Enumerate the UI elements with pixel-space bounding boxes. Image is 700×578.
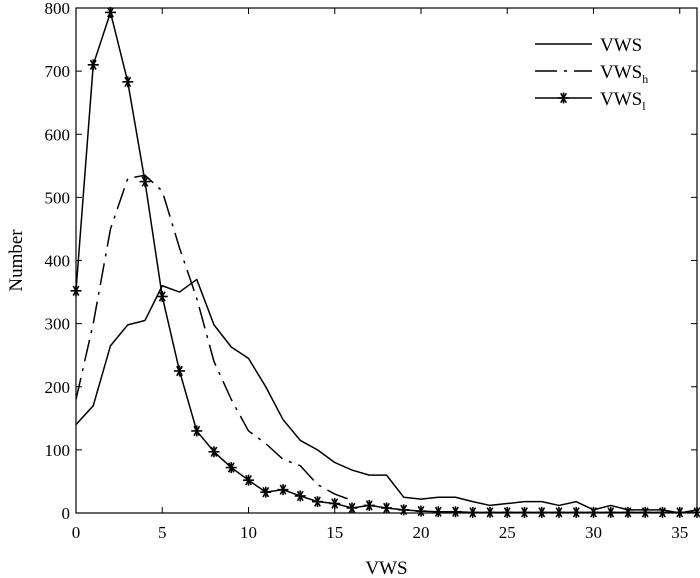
x-tick-label: 15 <box>326 523 343 542</box>
x-tick-label: 0 <box>72 523 81 542</box>
star-marker <box>363 499 375 511</box>
x-tick-label: 25 <box>499 523 516 542</box>
series-line-vws <box>75 278 698 514</box>
y-axis-label: Number <box>6 229 27 292</box>
y-tick-label: 500 <box>45 188 71 207</box>
legend-label: VWSl <box>600 89 646 113</box>
star-marker <box>536 506 548 518</box>
star-marker <box>553 506 565 518</box>
x-axis-label: VWS <box>365 558 407 578</box>
y-tick-label: 600 <box>45 125 71 144</box>
star-marker <box>657 506 668 518</box>
y-tick-label: 400 <box>45 252 71 271</box>
star-marker <box>381 502 392 514</box>
y-tick-label: 300 <box>45 315 71 334</box>
star-marker <box>639 506 651 518</box>
y-tick-label: 800 <box>45 0 71 18</box>
x-tick-label: 35 <box>671 523 688 542</box>
y-tick-label: 200 <box>45 378 71 397</box>
y-tick-label: 100 <box>45 441 71 460</box>
series-line-vwsl <box>75 11 697 514</box>
star-marker <box>277 484 289 496</box>
plot-area-frame <box>75 7 698 514</box>
legend: VWS VWSh VWSl <box>535 35 648 113</box>
star-marker <box>260 486 272 498</box>
star-marker <box>605 506 617 518</box>
star-marker <box>105 6 116 18</box>
x-tick-label: 20 <box>413 523 430 542</box>
x-tick-label: 10 <box>240 523 257 542</box>
star-marker <box>398 504 410 516</box>
star-marker <box>70 285 82 297</box>
series-lines <box>75 11 698 514</box>
y-tick-label: 0 <box>62 504 71 523</box>
star-marker <box>450 506 461 518</box>
star-marker <box>484 506 496 518</box>
star-marker <box>87 59 99 71</box>
star-marker <box>243 474 254 486</box>
x-tick-label: 30 <box>585 523 602 542</box>
star-marker <box>467 506 479 518</box>
star-marker <box>191 425 203 437</box>
star-marker <box>570 506 582 518</box>
legend-item-vws: VWS <box>535 35 642 56</box>
star-marker <box>122 76 134 88</box>
legend-item-vwsl: VWSl <box>535 89 646 113</box>
star-marker <box>294 490 306 502</box>
star-marker <box>691 506 700 518</box>
star-marker <box>174 365 185 377</box>
legend-label: VWS <box>600 35 642 56</box>
star-marker <box>312 496 323 508</box>
x-tick-label: 5 <box>158 523 167 542</box>
star-marker <box>139 176 151 188</box>
legend-label: VWSh <box>600 62 648 86</box>
star-marker <box>156 290 168 302</box>
star-marker <box>346 502 358 514</box>
legend-item-vwsh: VWSh <box>535 62 648 86</box>
x-axis-ticks: 0 5 10 15 20 25 30 35 <box>72 8 688 542</box>
star-marker <box>519 506 530 518</box>
star-marker <box>622 506 634 518</box>
star-marker <box>558 92 569 104</box>
y-axis-ticks: 0 100 200 300 400 500 600 700 800 <box>45 0 697 523</box>
star-marker <box>225 462 237 474</box>
series-markers <box>70 6 700 518</box>
axes <box>75 7 698 514</box>
y-tick-label: 700 <box>45 62 71 81</box>
star-marker <box>432 506 444 518</box>
star-marker <box>208 446 220 458</box>
series-line-vwsh <box>75 174 353 502</box>
